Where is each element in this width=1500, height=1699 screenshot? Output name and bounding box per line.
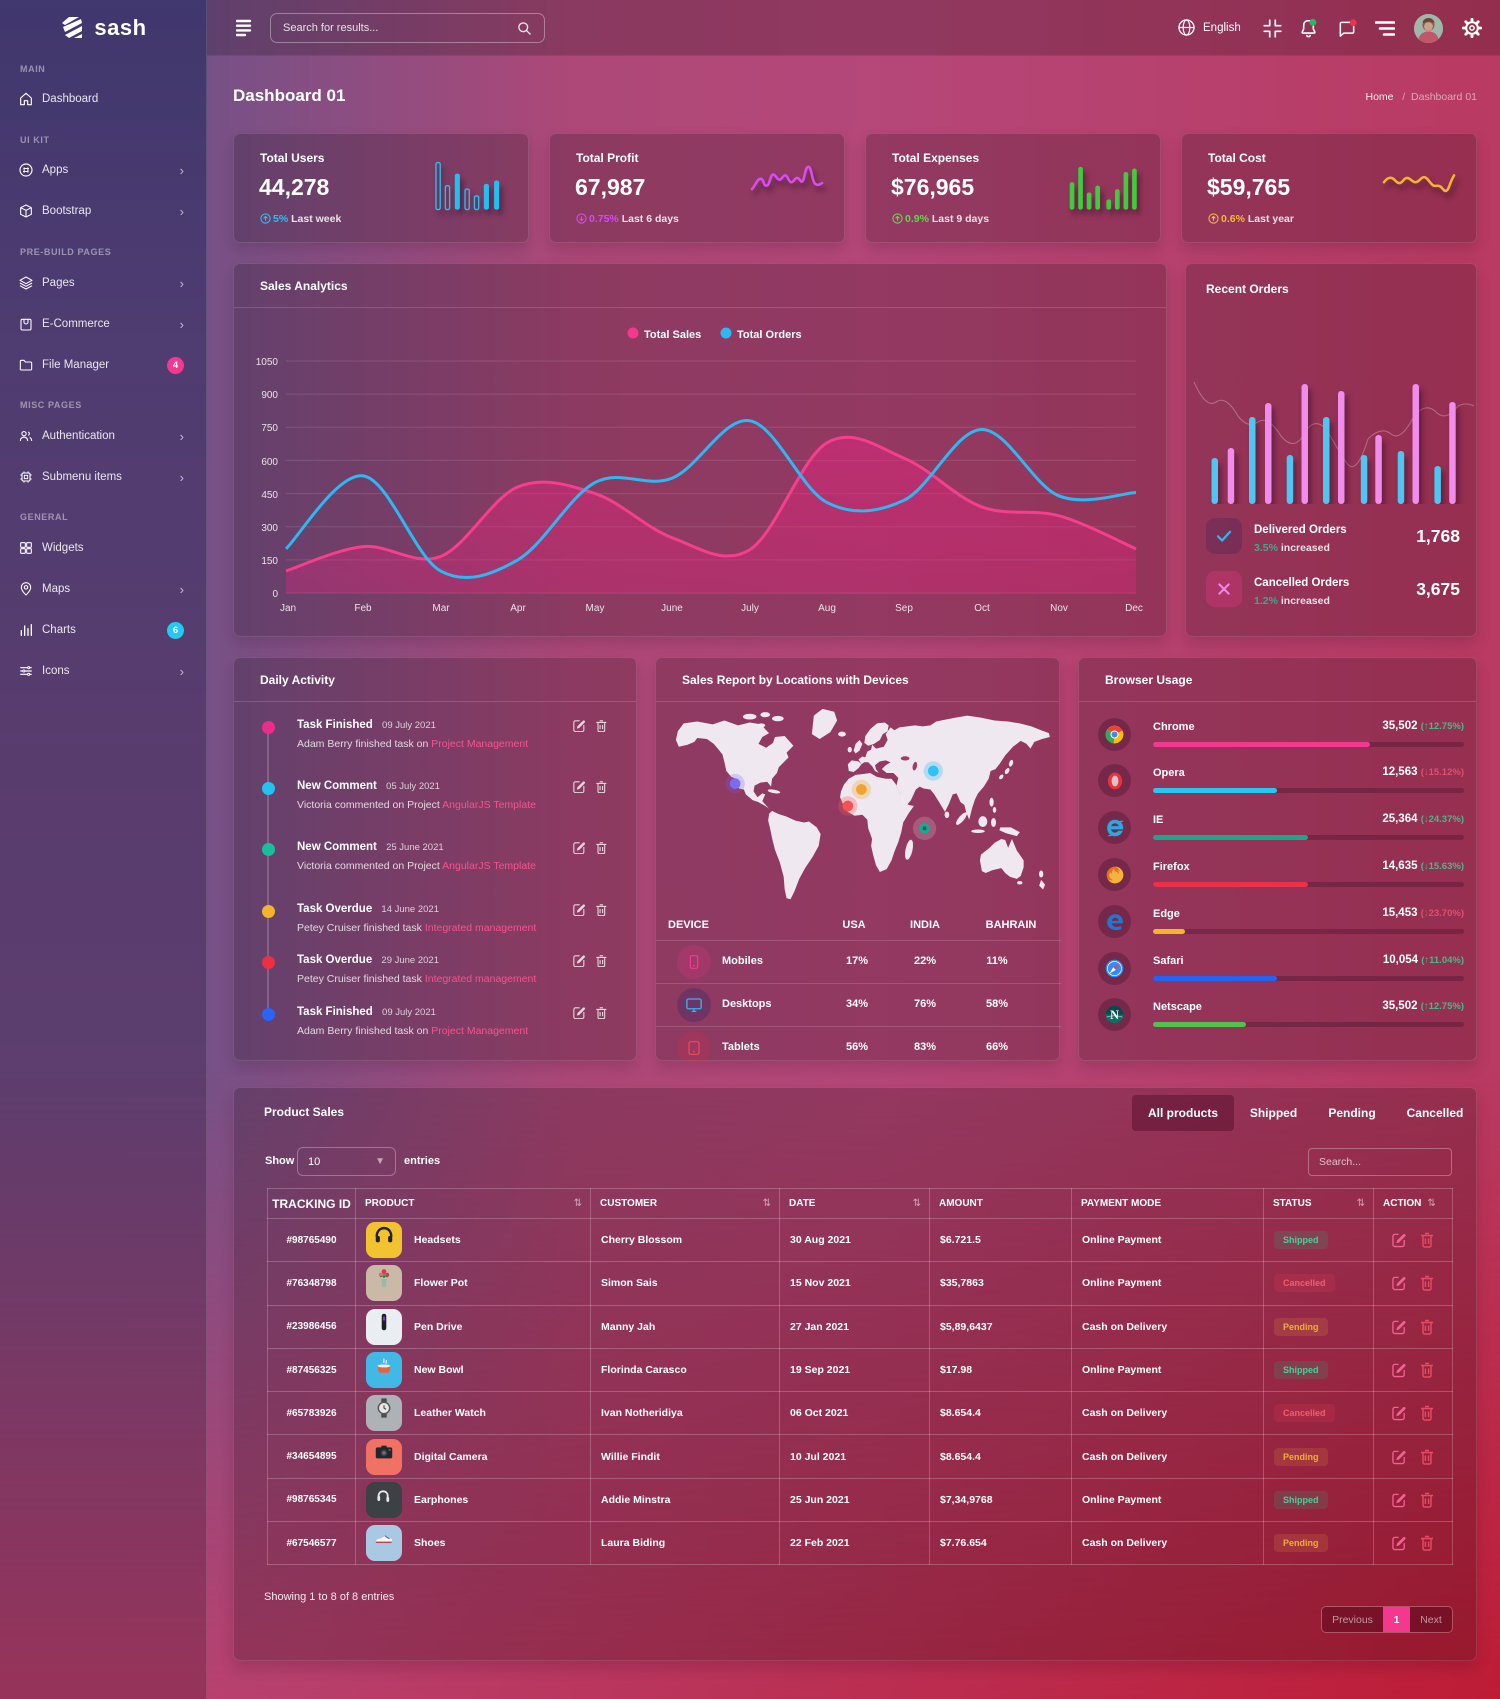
svg-text:Jan: Jan xyxy=(280,603,296,614)
svg-text:June: June xyxy=(661,603,683,614)
svg-text:Dec: Dec xyxy=(1125,603,1143,614)
svg-text:900: 900 xyxy=(261,390,278,401)
svg-text:300: 300 xyxy=(261,523,278,534)
svg-text:Mar: Mar xyxy=(432,603,450,614)
svg-text:Sep: Sep xyxy=(895,603,913,614)
svg-text:July: July xyxy=(741,603,759,614)
svg-text:Total Orders: Total Orders xyxy=(737,329,802,341)
svg-text:Apr: Apr xyxy=(510,603,526,614)
svg-text:May: May xyxy=(586,603,605,614)
svg-text:Feb: Feb xyxy=(354,603,372,614)
svg-text:450: 450 xyxy=(261,490,278,501)
svg-text:750: 750 xyxy=(261,423,278,434)
svg-text:Oct: Oct xyxy=(974,603,990,614)
svg-text:N: N xyxy=(1110,1008,1119,1022)
svg-text:0: 0 xyxy=(272,589,278,600)
svg-text:150: 150 xyxy=(261,556,278,567)
svg-text:1050: 1050 xyxy=(256,357,279,368)
svg-text:600: 600 xyxy=(261,457,278,468)
svg-text:Nov: Nov xyxy=(1050,603,1068,614)
svg-text:Total Sales: Total Sales xyxy=(644,329,701,341)
svg-text:Aug: Aug xyxy=(818,603,836,614)
